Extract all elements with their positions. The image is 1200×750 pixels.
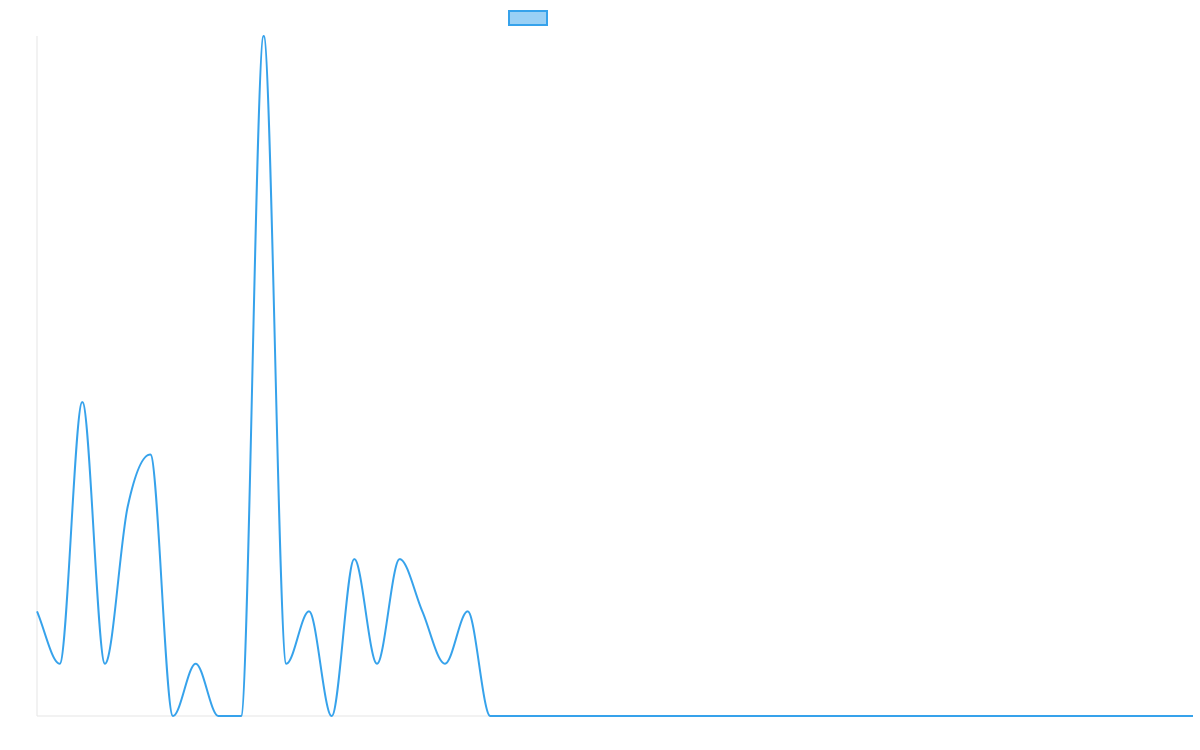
data-point[interactable]	[555, 713, 561, 719]
data-point[interactable]	[465, 608, 471, 614]
data-point[interactable]	[34, 608, 40, 614]
data-point[interactable]	[759, 713, 765, 719]
data-point[interactable]	[873, 713, 879, 719]
data-point[interactable]	[782, 713, 788, 719]
data-point[interactable]	[669, 713, 675, 719]
data-point[interactable]	[623, 713, 629, 719]
legend-swatch[interactable]	[508, 10, 548, 26]
data-point[interactable]	[442, 661, 448, 667]
data-point[interactable]	[147, 451, 153, 457]
data-point[interactable]	[419, 608, 425, 614]
data-point[interactable]	[827, 713, 833, 719]
data-point[interactable]	[714, 713, 720, 719]
data-point[interactable]	[1077, 713, 1083, 719]
data-point[interactable]	[193, 661, 199, 667]
data-point[interactable]	[1054, 713, 1060, 719]
data-point[interactable]	[601, 713, 607, 719]
data-point[interactable]	[941, 713, 947, 719]
data-point[interactable]	[57, 661, 63, 667]
data-point[interactable]	[102, 661, 108, 667]
data-point[interactable]	[215, 713, 221, 719]
data-point[interactable]	[986, 713, 992, 719]
data-point[interactable]	[306, 608, 312, 614]
data-point[interactable]	[578, 713, 584, 719]
data-point[interactable]	[283, 661, 289, 667]
data-point[interactable]	[1122, 713, 1128, 719]
data-point[interactable]	[1031, 713, 1037, 719]
data-point[interactable]	[1009, 713, 1015, 719]
data-point[interactable]	[374, 661, 380, 667]
data-point[interactable]	[487, 713, 493, 719]
data-point[interactable]	[79, 399, 85, 405]
data-point[interactable]	[1167, 713, 1173, 719]
data-point[interactable]	[646, 713, 652, 719]
data-point[interactable]	[397, 556, 403, 562]
series-line	[36, 34, 1193, 718]
data-point[interactable]	[170, 713, 176, 719]
data-point[interactable]	[351, 556, 357, 562]
data-point[interactable]	[805, 713, 811, 719]
data-point[interactable]	[737, 713, 743, 719]
data-point[interactable]	[1190, 713, 1196, 719]
data-point[interactable]	[895, 713, 901, 719]
data-point[interactable]	[1145, 713, 1151, 719]
data-point[interactable]	[1099, 713, 1105, 719]
data-point[interactable]	[691, 713, 697, 719]
data-point[interactable]	[238, 713, 244, 719]
data-point[interactable]	[963, 713, 969, 719]
data-point[interactable]	[850, 713, 856, 719]
data-point[interactable]	[510, 713, 516, 719]
data-point[interactable]	[918, 713, 924, 719]
data-point[interactable]	[533, 713, 539, 719]
data-point[interactable]	[329, 713, 335, 719]
data-point[interactable]	[125, 504, 131, 510]
data-point[interactable]	[261, 33, 267, 39]
